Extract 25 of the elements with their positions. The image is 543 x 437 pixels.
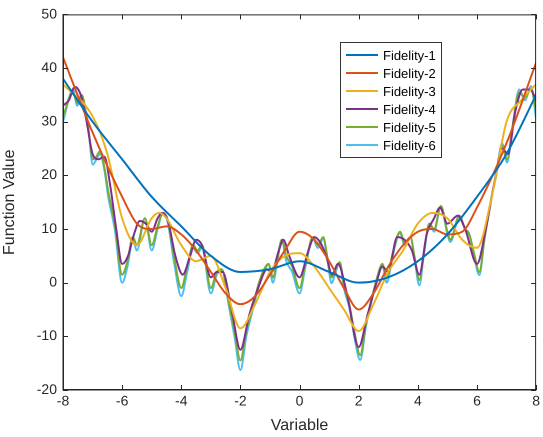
x-tick-label: 6 — [473, 392, 482, 408]
y-tick-label: 10 — [41, 220, 58, 236]
legend-label: Fidelity-3 — [383, 84, 436, 98]
x-tick-label: -2 — [234, 392, 247, 408]
x-tick-label: -4 — [175, 392, 188, 408]
x-tick-label: 0 — [296, 392, 304, 408]
x-tick-label: -8 — [56, 392, 70, 408]
x-tick-label: 8 — [532, 392, 540, 408]
x-tick-label: 2 — [354, 392, 363, 408]
y-tick-label: 50 — [41, 5, 58, 22]
x-tick-label: -6 — [116, 392, 129, 408]
y-tick-label: 30 — [41, 112, 58, 129]
legend-label: Fidelity-4 — [383, 102, 436, 116]
legend-label: Fidelity-2 — [383, 66, 436, 80]
x-axis-title: Variable — [270, 416, 328, 434]
legend-label: Fidelity-5 — [383, 120, 436, 134]
y-axis-title: Function Value — [1, 149, 18, 255]
y-tick-label: 20 — [41, 166, 58, 182]
y-tick-label: -10 — [36, 327, 58, 344]
legend-label: Fidelity-1 — [383, 48, 436, 62]
y-tick-label: 40 — [41, 58, 58, 75]
legend-label: Fidelity-6 — [383, 138, 436, 152]
y-tick-label: 0 — [49, 274, 58, 290]
x-tick-label: 4 — [414, 392, 422, 408]
y-tick-label: -20 — [36, 380, 58, 397]
